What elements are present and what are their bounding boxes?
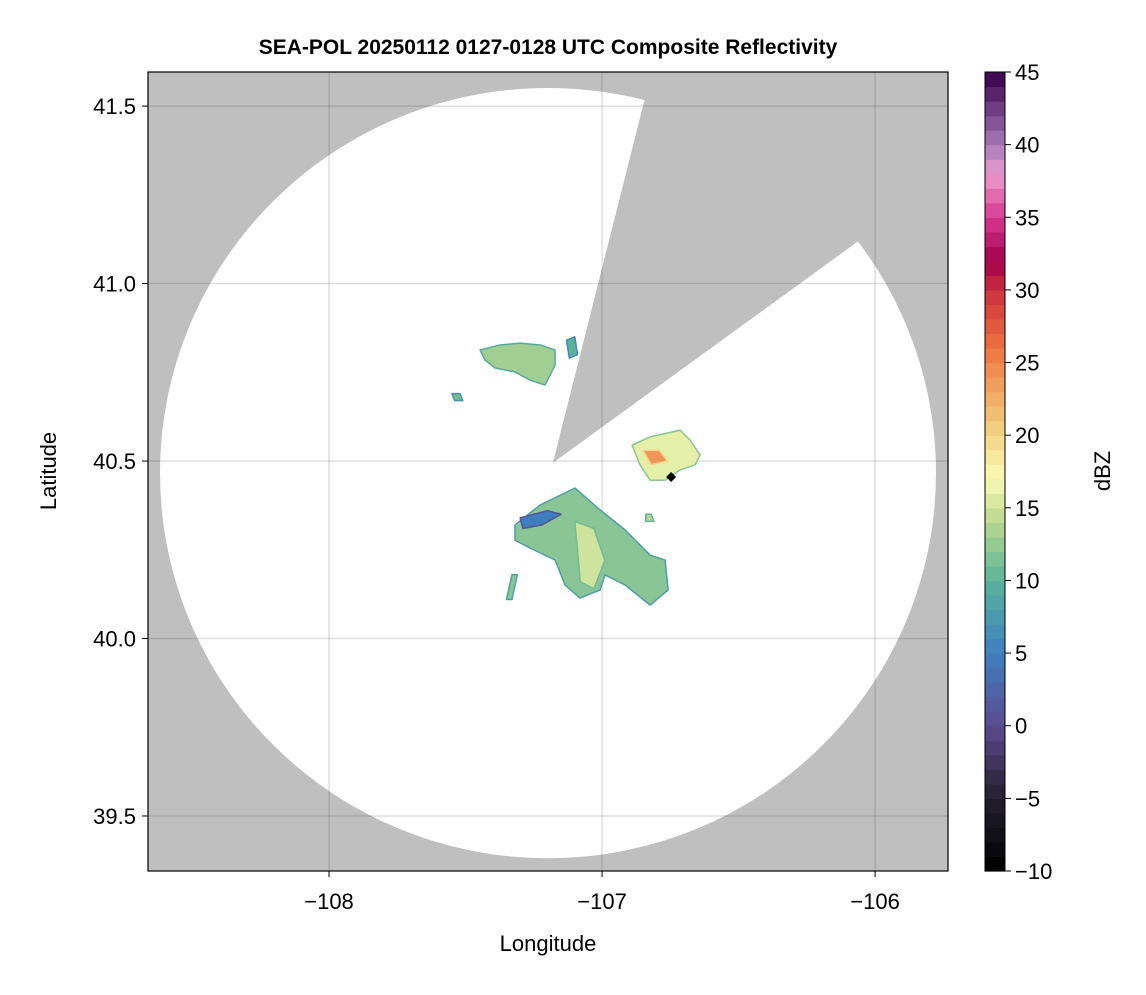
- colorbar-tick-label: 15: [1015, 496, 1039, 521]
- colorbar-bin: [985, 536, 1005, 552]
- x-axis-label: Longitude: [500, 931, 597, 956]
- colorbar-bin: [985, 333, 1005, 349]
- colorbar-bin: [985, 711, 1005, 727]
- colorbar-bin: [985, 725, 1005, 741]
- colorbar-tick-label: 45: [1015, 60, 1039, 85]
- chart-title: SEA-POL 20250112 0127-0128 UTC Composite…: [259, 36, 838, 59]
- colorbar-bin: [985, 493, 1005, 509]
- reflectivity-echo: [505, 573, 519, 601]
- colorbar-bin: [985, 580, 1005, 596]
- x-tick-label: −106: [850, 889, 900, 914]
- colorbar-bin: [985, 798, 1005, 814]
- colorbar-bin: [985, 144, 1005, 160]
- x-tick-label: −107: [577, 889, 627, 914]
- colorbar-bin: [985, 173, 1005, 189]
- colorbar-bin: [985, 202, 1005, 218]
- colorbar-bin: [985, 318, 1005, 335]
- colorbar-tick-label: −5: [1015, 786, 1040, 811]
- colorbar-bin: [985, 624, 1005, 640]
- colorbar-bin: [985, 827, 1005, 843]
- y-tick-label: 40.0: [93, 627, 136, 652]
- plot-frame: [147, 71, 949, 872]
- colorbar-label: dBZ: [1090, 451, 1115, 491]
- reflectivity-echo: [631, 429, 701, 481]
- colorbar-frame: [984, 71, 1006, 872]
- plot-area: [148, 72, 948, 871]
- reflectivity-echo: [565, 336, 579, 359]
- colorbar-bin: [985, 115, 1005, 131]
- colorbar-bin: [985, 217, 1005, 233]
- reflectivity-echo: [574, 520, 606, 590]
- reflectivity-echo: [644, 513, 655, 523]
- colorbar-bin: [985, 667, 1005, 683]
- colorbar: −10 −5 0 5 10 15 20 25 30 35 40 45: [984, 60, 1052, 884]
- colorbar-bin: [985, 130, 1005, 146]
- colorbar-tick-label: 25: [1015, 351, 1039, 376]
- colorbar-bin: [985, 231, 1005, 247]
- colorbar-bin: [985, 464, 1005, 480]
- colorbar-bin: [985, 478, 1005, 494]
- y-axis-label: Latitude: [36, 432, 61, 510]
- colorbar-bin: [985, 522, 1005, 538]
- reflectivity-echo: [519, 509, 562, 530]
- reflectivity-echo: [479, 342, 556, 386]
- colorbar-bin: [985, 304, 1005, 320]
- colorbar-bin: [985, 72, 1005, 88]
- colorbar-bin: [985, 420, 1005, 436]
- reflectivity-echo: [642, 449, 669, 466]
- colorbar-tick-label: 20: [1015, 423, 1039, 448]
- colorbar-bin: [985, 551, 1005, 567]
- reflectivity-echo: [451, 392, 464, 402]
- colorbar-bin: [985, 86, 1005, 102]
- colorbar-bin: [985, 783, 1005, 799]
- colorbar-bin: [985, 682, 1005, 698]
- colorbar-bin: [985, 348, 1005, 364]
- colorbar-bin: [985, 275, 1005, 291]
- colorbar-bin: [985, 638, 1005, 654]
- colorbar-bin: [985, 812, 1005, 829]
- colorbar-bin: [985, 435, 1005, 451]
- colorbar-bin: [985, 769, 1005, 785]
- colorbar-bin: [985, 594, 1005, 611]
- colorbar-bin: [985, 188, 1005, 204]
- colorbar-tick-label: 40: [1015, 133, 1039, 158]
- y-tick-label: 39.5: [93, 804, 136, 829]
- colorbar-bin: [985, 609, 1005, 625]
- colorbar-tick-label: 5: [1015, 641, 1027, 666]
- colorbar-bin: [985, 159, 1005, 175]
- x-tick-label: −108: [304, 889, 354, 914]
- colorbar-bin: [985, 507, 1005, 523]
- colorbar-bin: [985, 289, 1005, 306]
- colorbar-tick-label: 0: [1015, 714, 1027, 739]
- colorbar-tick-label: −10: [1015, 859, 1052, 884]
- colorbar-bin: [985, 377, 1005, 393]
- colorbar-bin: [985, 841, 1005, 858]
- colorbar-bin: [985, 101, 1005, 117]
- beam-blockage-sector: [552, 72, 948, 463]
- colorbar-bin: [985, 754, 1005, 770]
- colorbar-bin: [985, 740, 1005, 756]
- colorbar-bin: [985, 449, 1005, 465]
- colorbar-bin: [985, 362, 1005, 378]
- colorbar-tick-label: 35: [1015, 205, 1039, 230]
- colorbar-bin: [985, 565, 1005, 582]
- colorbar-tick-label: 10: [1015, 568, 1039, 593]
- colorbar-bin: [985, 246, 1005, 262]
- colorbar-bin: [985, 696, 1005, 712]
- y-tick-label: 41.5: [93, 94, 136, 119]
- colorbar-bin: [985, 653, 1005, 669]
- colorbar-tick-label: 30: [1015, 278, 1039, 303]
- colorbar-bin: [985, 260, 1005, 276]
- colorbar-bin: [985, 391, 1005, 407]
- colorbar-bin: [985, 406, 1005, 422]
- y-tick-label: 40.5: [93, 449, 136, 474]
- radar-location-marker: [666, 472, 677, 483]
- colorbar-bin: [985, 856, 1005, 872]
- y-tick-label: 41.0: [93, 272, 136, 297]
